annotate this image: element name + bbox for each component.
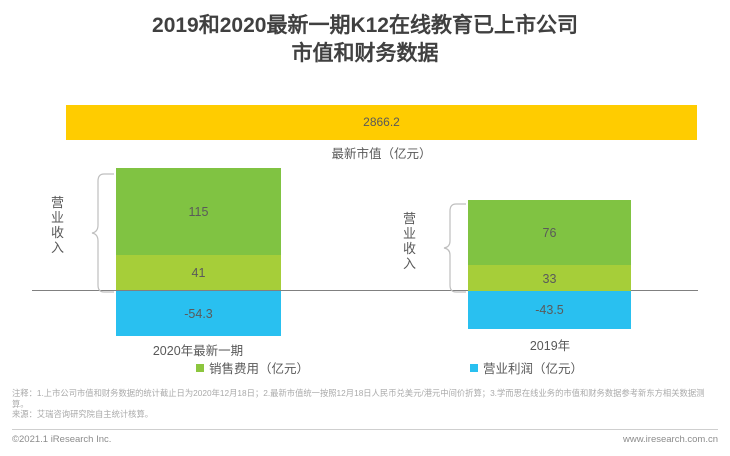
market-cap-value: 2866.2	[363, 115, 400, 129]
bar-value-115: 115	[188, 204, 209, 219]
page-title: 2019和2020最新一期K12在线教育已上市公司 市值和财务数据	[0, 12, 730, 68]
category-label-2019: 2019年	[529, 339, 571, 353]
bar-value-76: 76	[542, 225, 557, 240]
bar-group-2020-negative: -54.3	[116, 291, 281, 336]
zero-axis-line	[32, 290, 698, 291]
annotation-brace-left-text: 营业收入	[50, 195, 64, 255]
chart-plot-area: 2866.2 最新市值（亿元） 115 41 -54.3 2020年最新一期 营…	[0, 95, 730, 358]
bar-group-2020: 115 41	[116, 168, 281, 293]
market-cap-bar: 2866.2	[66, 105, 697, 140]
legend-label-operating-profit: 营业利润（亿元）	[483, 362, 584, 376]
annotation-brace-right: 营业收入	[400, 203, 468, 293]
footer-website: www.iresearch.com.cn	[622, 434, 718, 445]
bar-segment-sales-expense-2020: 41	[116, 255, 281, 290]
annotation-brace-left: 营业收入	[48, 173, 116, 293]
bar-group-2019: 76 33	[468, 200, 631, 293]
chart-notes: 注释：1.上市公司市值和财务数据的统计截止日为2020年12月18日；2.最新市…	[12, 388, 718, 420]
legend-swatch-green-icon	[196, 363, 204, 372]
bar-value-41: 41	[191, 265, 206, 280]
bar-segment-operating-cost-2020: 115	[116, 168, 281, 255]
footer-divider	[12, 429, 718, 430]
bar-segment-operating-cost-2019: 76	[468, 200, 631, 265]
category-label-2020: 2020年最新一期	[152, 344, 244, 358]
bar-value-neg-54-3: -54.3	[184, 306, 213, 321]
footer-copyright: ©2021.1 iResearch Inc.	[12, 434, 112, 445]
bar-group-2019-negative: -43.5	[468, 291, 631, 329]
brace-right-icon	[443, 203, 466, 293]
title-line-2: 市值和财务数据	[291, 42, 439, 65]
annotation-brace-right-text: 营业收入	[402, 211, 416, 271]
note-line-2: 来源：艾瑞咨询研究院自主统计核算。	[12, 409, 154, 419]
legend-item-sales-expense[interactable]: 销售费用（亿元）	[196, 358, 309, 377]
bar-segment-operating-profit-2019: -43.5	[468, 291, 631, 329]
legend-item-operating-profit[interactable]: 营业利润（亿元）	[470, 358, 583, 377]
market-cap-label: 最新市值（亿元）	[331, 147, 432, 161]
bar-segment-sales-expense-2019: 33	[468, 265, 631, 293]
title-line-1: 2019和2020最新一期K12在线教育已上市公司	[152, 14, 578, 37]
chart-legend: 销售费用（亿元） 营业利润（亿元）	[0, 358, 730, 378]
bar-value-33: 33	[542, 272, 557, 286]
legend-swatch-cyan-icon	[470, 363, 478, 372]
legend-label-sales-expense: 销售费用（亿元）	[209, 362, 310, 376]
bar-segment-operating-profit-2020: -54.3	[116, 291, 281, 336]
bar-value-neg-43-5: -43.5	[535, 303, 564, 317]
note-line-1: 注释：1.上市公司市值和财务数据的统计截止日为2020年12月18日；2.最新市…	[12, 388, 705, 409]
brace-left-icon	[91, 173, 114, 293]
